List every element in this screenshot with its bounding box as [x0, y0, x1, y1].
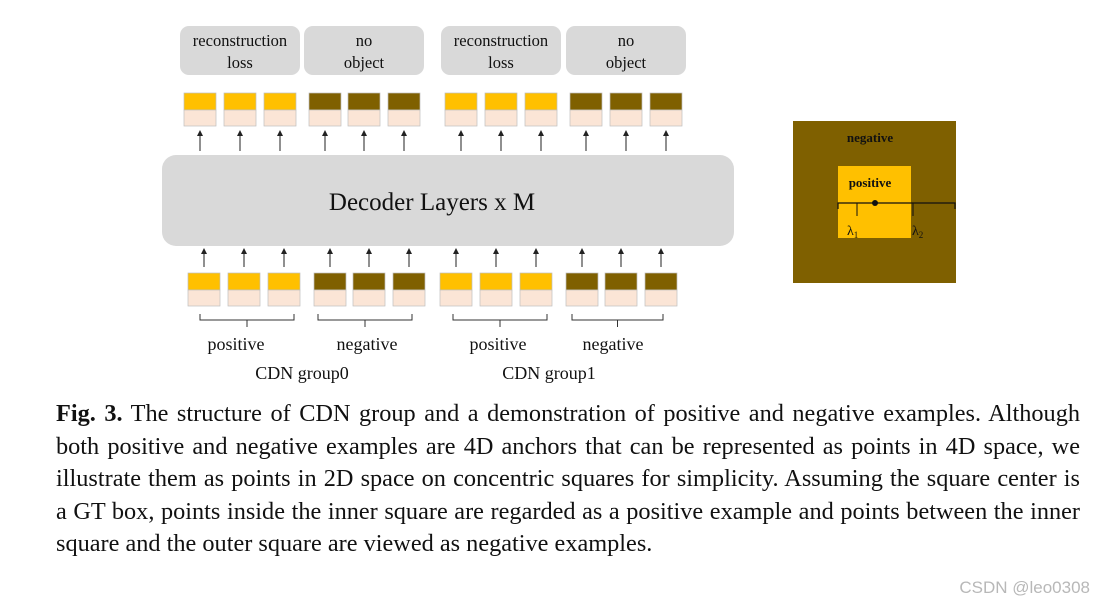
input-query-top-0 — [187, 272, 221, 291]
output-query-top-1 — [223, 92, 257, 111]
output-query-top-9 — [569, 92, 603, 111]
output-query-top-11 — [649, 92, 683, 111]
output-query-top-3 — [308, 92, 342, 111]
input-query-top-10 — [604, 272, 638, 291]
decoder-block — [162, 155, 734, 246]
input-query-bottom-10 — [604, 289, 638, 307]
input-query-top-2 — [267, 272, 301, 291]
decoder-label: Decoder Layers x M — [329, 189, 535, 216]
cdn-diagram: reconstruction loss no object reconstruction… — [162, 26, 956, 383]
input-query-bottom-8 — [519, 289, 553, 307]
input-query-top-11 — [644, 272, 678, 291]
input-query-top-9 — [565, 272, 599, 291]
sublabel-negative-group0: negative — [337, 334, 398, 354]
output-label-box-3 — [566, 26, 686, 75]
inset-lambda-brace — [837, 202, 956, 209]
output-label-line2: loss — [488, 53, 514, 72]
input-query-bottom-4 — [352, 289, 386, 307]
watermark: CSDN @leo0308 — [959, 578, 1090, 597]
input-query-bottom-7 — [479, 289, 513, 307]
input-query-bottom-1 — [227, 289, 261, 307]
output-query-bottom-11 — [649, 109, 683, 127]
input-query-top-5 — [392, 272, 426, 291]
input-query-bottom-0 — [187, 289, 221, 307]
output-query-top-6 — [444, 92, 478, 111]
input-query-top-1 — [227, 272, 261, 291]
output-query-top-10 — [609, 92, 643, 111]
inset-lambda1: λ1 — [847, 224, 858, 240]
group-brace-0 — [199, 314, 295, 327]
output-label-line2: loss — [227, 53, 253, 72]
input-query-bottom-11 — [644, 289, 678, 307]
input-query-top-3 — [313, 272, 347, 291]
output-query-bottom-8 — [524, 109, 558, 127]
input-query-bottom-3 — [313, 289, 347, 307]
input-query-bottom-2 — [267, 289, 301, 307]
sublabel-positive-group1: positive — [470, 334, 527, 354]
sublabel-positive-group0: positive — [208, 334, 265, 354]
output-query-top-5 — [387, 92, 421, 111]
input-query-top-4 — [352, 272, 386, 291]
inset-concentric-squares: negative positive λ1 λ2 — [793, 121, 956, 283]
figure-caption-text: The structure of CDN group and a demonst… — [56, 400, 1080, 558]
output-query-bottom-2 — [263, 109, 297, 127]
output-query-bottom-6 — [444, 109, 478, 127]
output-query-bottom-4 — [347, 109, 381, 127]
output-label-line2: object — [606, 53, 647, 72]
output-query-top-8 — [524, 92, 558, 111]
output-label-line1: no — [356, 31, 373, 50]
output-query-bottom-7 — [484, 109, 518, 127]
output-query-bottom-10 — [609, 109, 643, 127]
output-query-bottom-3 — [308, 109, 342, 127]
output-query-bottom-5 — [387, 109, 421, 127]
group-name-0: CDN group0 — [255, 363, 349, 383]
output-label-box-1 — [304, 26, 424, 75]
inset-negative-label: negative — [847, 130, 893, 145]
inset-lambda2: λ2 — [912, 224, 923, 240]
figure-caption: Fig. 3. The structure of CDN group and a… — [56, 398, 1080, 561]
output-query-bottom-9 — [569, 109, 603, 127]
input-query-top-8 — [519, 272, 553, 291]
output-query-bottom-0 — [183, 109, 217, 127]
output-query-top-0 — [183, 92, 217, 111]
figure-label: Fig. 3. — [56, 400, 123, 427]
output-label-box-2 — [441, 26, 561, 75]
output-label-box-0 — [180, 26, 300, 75]
group-brace-3 — [571, 314, 664, 327]
inset-center-point — [872, 200, 878, 206]
output-label-line2: object — [344, 53, 385, 72]
input-query-bottom-5 — [392, 289, 426, 307]
output-label-line1: no — [618, 31, 635, 50]
inset-positive-label: positive — [849, 175, 892, 190]
group-brace-1 — [317, 314, 413, 327]
output-label-line1: reconstruction — [193, 31, 287, 50]
group-name-1: CDN group1 — [502, 363, 596, 383]
output-label-line1: reconstruction — [454, 31, 548, 50]
input-query-top-7 — [479, 272, 513, 291]
output-query-top-4 — [347, 92, 381, 111]
output-query-bottom-1 — [223, 109, 257, 127]
output-query-top-2 — [263, 92, 297, 111]
input-query-top-6 — [439, 272, 473, 291]
output-query-top-7 — [484, 92, 518, 111]
sublabel-negative-group1: negative — [583, 334, 644, 354]
input-query-bottom-6 — [439, 289, 473, 307]
input-query-bottom-9 — [565, 289, 599, 307]
group-brace-2 — [452, 314, 548, 327]
